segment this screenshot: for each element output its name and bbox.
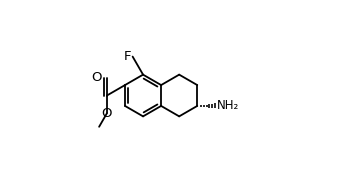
Text: F: F xyxy=(124,50,132,63)
Text: O: O xyxy=(92,71,102,84)
Text: NH₂: NH₂ xyxy=(217,100,239,112)
Text: O: O xyxy=(102,107,112,120)
